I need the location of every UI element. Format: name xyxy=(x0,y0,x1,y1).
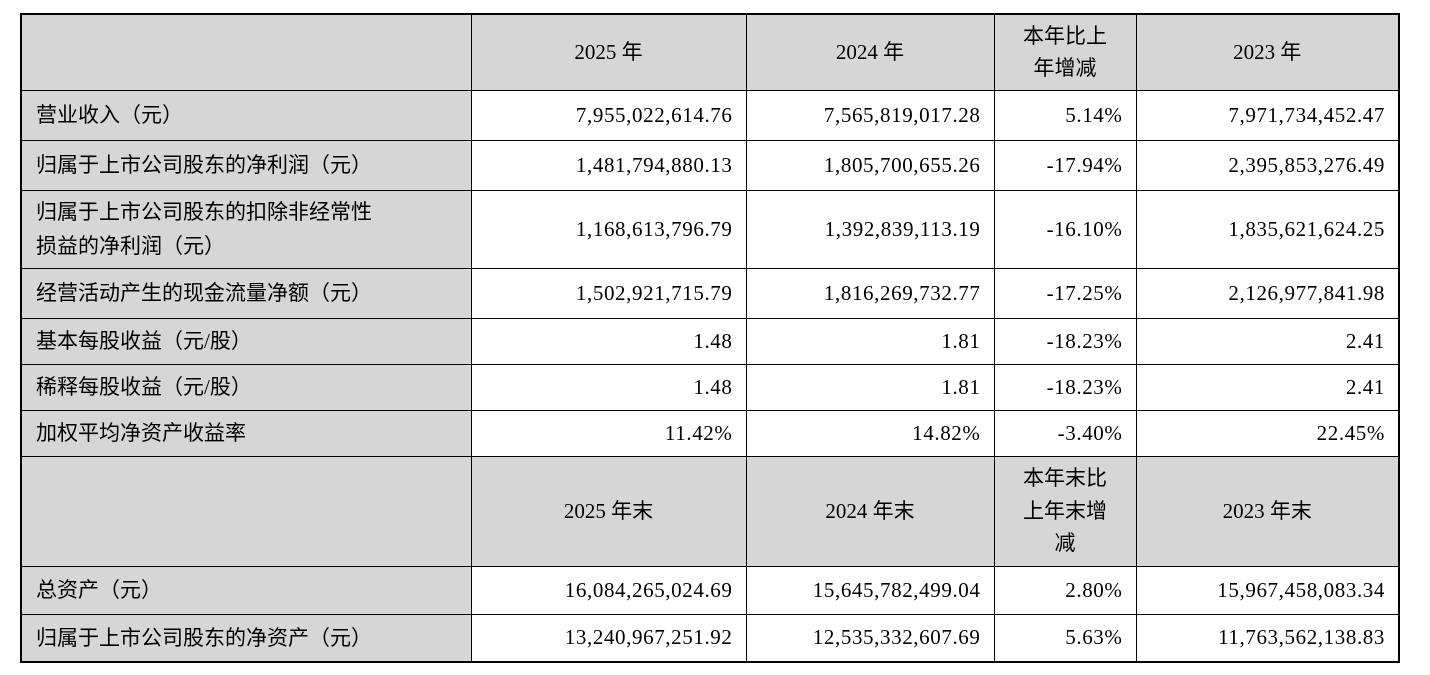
row-label: 营业收入（元） xyxy=(20,89,472,141)
value-2024: 14.82% xyxy=(745,409,995,457)
table-row-net-profit: 归属于上市公司股东的净利润（元） 1,481,794,880.13 1,805,… xyxy=(20,139,1400,191)
row-label: 总资产（元） xyxy=(20,565,472,615)
header-yoy-change-line1: 本年比上 xyxy=(1023,23,1107,48)
row-label: 稀释每股收益（元/股） xyxy=(20,363,472,411)
header-2025: 2025 年 xyxy=(470,13,747,91)
financial-summary-table-container: 2025 年 2024 年 本年比上 年增减 2023 年 营业收入（元） 7,… xyxy=(20,13,1400,663)
value-2025: 1.48 xyxy=(470,363,747,411)
value-2023: 2,395,853,276.49 xyxy=(1135,139,1400,191)
header-period-end-change-line1: 本年末比 xyxy=(1023,466,1107,491)
table-row-net-profit-excl-nonrecurring: 归属于上市公司股东的扣除非经常性损益的净利润（元） 1,168,613,796.… xyxy=(20,189,1400,269)
table-row-basic-eps: 基本每股收益（元/股） 1.48 1.81 -18.23% 2.41 xyxy=(20,317,1400,365)
header-2025-end: 2025 年末 xyxy=(470,455,747,567)
header-blank-cell xyxy=(20,13,472,91)
value-yoy-change: 5.14% xyxy=(993,89,1137,141)
row-label: 归属于上市公司股东的净资产（元） xyxy=(20,613,472,663)
value-2023: 1,835,621,624.25 xyxy=(1135,189,1400,269)
table-row-total-assets: 总资产（元） 16,084,265,024.69 15,645,782,499.… xyxy=(20,565,1400,615)
value-2023: 2,126,977,841.98 xyxy=(1135,267,1400,319)
value-yoy-change: -16.10% xyxy=(993,189,1137,269)
header-yoy-change-line2: 年增减 xyxy=(1033,56,1097,81)
value-2025-end: 13,240,967,251.92 xyxy=(470,613,747,663)
value-yoy-change: -17.25% xyxy=(993,267,1137,319)
value-2025: 1,502,921,715.79 xyxy=(470,267,747,319)
value-2023: 2.41 xyxy=(1135,363,1400,411)
value-2024: 1,816,269,732.77 xyxy=(745,267,995,319)
table-row-operating-revenue: 营业收入（元） 7,955,022,614.76 7,565,819,017.2… xyxy=(20,89,1400,141)
value-2024-end: 12,535,332,607.69 xyxy=(745,613,995,663)
value-2025-end: 16,084,265,024.69 xyxy=(470,565,747,615)
financial-summary-table: 2025 年 2024 年 本年比上 年增减 2023 年 营业收入（元） 7,… xyxy=(20,13,1400,663)
table-row-weighted-avg-roe: 加权平均净资产收益率 11.42% 14.82% -3.40% 22.45% xyxy=(20,409,1400,457)
header-period-end-change-line3: 减 xyxy=(1054,531,1076,556)
header-period-end-change: 本年末比 上年末增 减 xyxy=(993,455,1137,567)
value-2023-end: 15,967,458,083.34 xyxy=(1135,565,1400,615)
header-2024-end: 2024 年末 xyxy=(745,455,995,567)
header-2023-end: 2023 年末 xyxy=(1135,455,1400,567)
header-row-period-end: 2025 年末 2024 年末 本年末比 上年末增 减 2023 年末 xyxy=(20,455,1400,567)
value-yoy-change: -17.94% xyxy=(993,139,1137,191)
value-2023: 7,971,734,452.47 xyxy=(1135,89,1400,141)
value-2025: 7,955,022,614.76 xyxy=(470,89,747,141)
value-2024: 1.81 xyxy=(745,363,995,411)
value-2023: 22.45% xyxy=(1135,409,1400,457)
value-2025: 11.42% xyxy=(470,409,747,457)
value-yoy-change: -3.40% xyxy=(993,409,1137,457)
header-row-annual: 2025 年 2024 年 本年比上 年增减 2023 年 xyxy=(20,13,1400,91)
header-yoy-change: 本年比上 年增减 xyxy=(993,13,1137,91)
value-2025: 1,168,613,796.79 xyxy=(470,189,747,269)
table-row-net-assets: 归属于上市公司股东的净资产（元） 13,240,967,251.92 12,53… xyxy=(20,613,1400,663)
value-2025: 1,481,794,880.13 xyxy=(470,139,747,191)
row-label: 归属于上市公司股东的扣除非经常性损益的净利润（元） xyxy=(20,189,472,269)
value-2024-end: 15,645,782,499.04 xyxy=(745,565,995,615)
header-blank-cell xyxy=(20,455,472,567)
header-period-end-change-line2: 上年末增 xyxy=(1023,498,1107,523)
value-period-end-change: 2.80% xyxy=(993,565,1137,615)
row-label: 基本每股收益（元/股） xyxy=(20,317,472,365)
value-2024: 1.81 xyxy=(745,317,995,365)
value-2024: 1,392,839,113.19 xyxy=(745,189,995,269)
value-2025: 1.48 xyxy=(470,317,747,365)
value-2023-end: 11,763,562,138.83 xyxy=(1135,613,1400,663)
table-row-operating-cash-flow: 经营活动产生的现金流量净额（元） 1,502,921,715.79 1,816,… xyxy=(20,267,1400,319)
value-2023: 2.41 xyxy=(1135,317,1400,365)
value-period-end-change: 5.63% xyxy=(993,613,1137,663)
row-label: 归属于上市公司股东的净利润（元） xyxy=(20,139,472,191)
value-yoy-change: -18.23% xyxy=(993,363,1137,411)
table-row-diluted-eps: 稀释每股收益（元/股） 1.48 1.81 -18.23% 2.41 xyxy=(20,363,1400,411)
row-label: 加权平均净资产收益率 xyxy=(20,409,472,457)
value-2024: 1,805,700,655.26 xyxy=(745,139,995,191)
value-2024: 7,565,819,017.28 xyxy=(745,89,995,141)
header-2024: 2024 年 xyxy=(745,13,995,91)
row-label: 经营活动产生的现金流量净额（元） xyxy=(20,267,472,319)
value-yoy-change: -18.23% xyxy=(993,317,1137,365)
header-2023: 2023 年 xyxy=(1135,13,1400,91)
